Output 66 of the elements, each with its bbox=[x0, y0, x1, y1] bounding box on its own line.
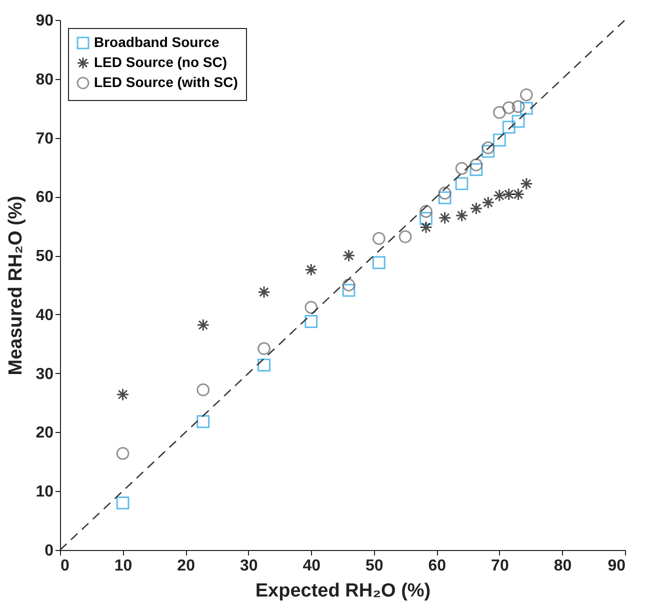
point bbox=[470, 158, 483, 172]
y-tick-label: 30 bbox=[36, 366, 54, 383]
point bbox=[482, 141, 495, 154]
point bbox=[455, 177, 468, 190]
x-tick-label: 20 bbox=[177, 558, 196, 574]
point bbox=[258, 358, 270, 372]
x-tick-label: 70 bbox=[491, 558, 509, 574]
point bbox=[304, 300, 318, 314]
point bbox=[258, 286, 270, 299]
point bbox=[482, 144, 495, 158]
point bbox=[304, 315, 318, 328]
x-tick-label: 0 bbox=[60, 558, 70, 574]
x-axis-title: Expected RH₂O (%) bbox=[255, 580, 431, 602]
point bbox=[372, 232, 386, 245]
x-tick-label: 10 bbox=[114, 558, 132, 574]
point bbox=[455, 209, 468, 222]
y-tick-label: 50 bbox=[36, 248, 54, 266]
x-tick-label: 90 bbox=[608, 558, 626, 574]
x-tick-label: 80 bbox=[554, 558, 572, 574]
y-tick-label: 0 bbox=[44, 542, 54, 560]
point bbox=[196, 383, 210, 396]
y-tick-label: 90 bbox=[36, 12, 54, 30]
point bbox=[304, 263, 318, 276]
point bbox=[372, 256, 386, 270]
y-tick-label: 20 bbox=[36, 424, 54, 442]
point bbox=[420, 212, 432, 225]
x-tick-label: 60 bbox=[428, 558, 446, 574]
point bbox=[470, 163, 483, 176]
point bbox=[455, 162, 468, 175]
point bbox=[502, 120, 516, 134]
x-tick-label: 50 bbox=[365, 558, 384, 574]
point bbox=[512, 114, 525, 128]
point bbox=[520, 102, 533, 115]
point bbox=[492, 106, 506, 119]
point bbox=[116, 388, 130, 401]
point bbox=[502, 101, 516, 114]
point bbox=[438, 186, 452, 200]
point bbox=[512, 188, 525, 201]
x-tick-label: 40 bbox=[302, 558, 321, 574]
point bbox=[196, 415, 210, 428]
point bbox=[116, 496, 130, 510]
point bbox=[342, 278, 356, 292]
point bbox=[342, 249, 356, 262]
point bbox=[520, 177, 533, 190]
y-tick-label: 10 bbox=[36, 484, 54, 501]
point bbox=[258, 342, 270, 356]
point bbox=[520, 88, 533, 102]
point bbox=[492, 134, 506, 147]
point bbox=[438, 191, 452, 204]
point bbox=[420, 204, 432, 218]
legend-label: Broadband Source bbox=[94, 34, 220, 50]
point bbox=[512, 100, 525, 114]
point bbox=[116, 446, 130, 460]
point bbox=[196, 318, 210, 332]
y-tick-label: 60 bbox=[36, 189, 54, 206]
y-tick-label: 70 bbox=[36, 130, 54, 148]
point bbox=[420, 220, 432, 234]
y-tick-label: 80 bbox=[36, 71, 54, 88]
point bbox=[398, 230, 412, 244]
point bbox=[342, 284, 356, 297]
y-axis-title: Measured RH₂O (%) bbox=[6, 196, 27, 376]
point bbox=[438, 211, 452, 224]
y-tick-label: 40 bbox=[36, 306, 54, 324]
x-tick-label: 30 bbox=[240, 558, 258, 574]
legend-label: LED Source (no SC) bbox=[94, 54, 228, 70]
legend-label: LED Source (with SC) bbox=[94, 74, 238, 90]
